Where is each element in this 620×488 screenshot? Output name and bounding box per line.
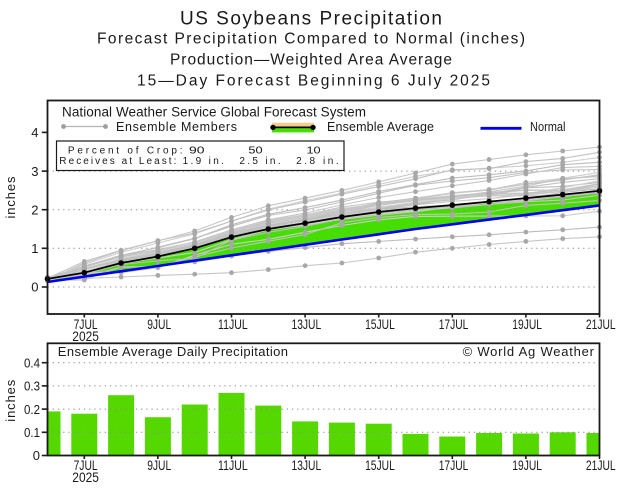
svg-text:21JUL: 21JUL	[586, 458, 616, 473]
svg-text:0: 0	[31, 280, 38, 295]
svg-text:15JUL: 15JUL	[365, 317, 395, 332]
svg-text:17JUL: 17JUL	[439, 317, 469, 332]
svg-text:© World Ag Weather: © World Ag Weather	[463, 344, 595, 359]
svg-text:2.8 in.: 2.8 in.	[296, 156, 339, 167]
svg-text:2.5 in.: 2.5 in.	[239, 156, 280, 167]
svg-text:19JUL: 19JUL	[512, 317, 542, 332]
svg-text:Ensemble Average Daily Precipi: Ensemble Average Daily Precipitation	[58, 344, 288, 359]
svg-text:17JUL: 17JUL	[439, 458, 469, 473]
svg-text:7JUL: 7JUL	[74, 317, 98, 332]
svg-text:7JUL: 7JUL	[74, 458, 98, 473]
svg-text:50: 50	[248, 145, 263, 156]
svg-text:13JUL: 13JUL	[292, 317, 322, 332]
svg-text:inches: inches	[3, 379, 18, 422]
svg-text:10: 10	[307, 145, 322, 156]
svg-text:0: 0	[33, 448, 40, 463]
svg-text:0.2: 0.2	[24, 402, 40, 417]
svg-text:19JUL: 19JUL	[512, 458, 542, 473]
svg-text:Ensemble Average: Ensemble Average	[327, 120, 434, 134]
svg-text:1.9 in.: 1.9 in.	[183, 156, 224, 167]
svg-text:0.4: 0.4	[24, 355, 40, 370]
svg-text:National Weather Service Globa: National Weather Service Global Forecast…	[62, 105, 366, 120]
svg-text:1: 1	[31, 241, 38, 256]
svg-text:Receives at Least:: Receives at Least:	[59, 156, 176, 167]
svg-text:11JUL: 11JUL	[218, 458, 248, 473]
svg-text:inches: inches	[3, 176, 18, 219]
svg-text:9JUL: 9JUL	[147, 317, 171, 332]
svg-text:2: 2	[31, 202, 38, 217]
svg-text:15JUL: 15JUL	[365, 458, 395, 473]
svg-text:3: 3	[31, 164, 38, 179]
svg-text:15—Day Forecast Beginning 6 Ju: 15—Day Forecast Beginning 6 July 2025	[137, 72, 490, 89]
svg-text:90: 90	[189, 145, 205, 156]
svg-text:2025: 2025	[72, 470, 99, 485]
svg-text:Ensemble Members: Ensemble Members	[116, 120, 237, 134]
svg-text:11JUL: 11JUL	[218, 317, 248, 332]
svg-text:Normal: Normal	[530, 120, 566, 134]
svg-text:9JUL: 9JUL	[147, 458, 171, 473]
svg-text:Forecast Precipitation Compare: Forecast Precipitation Compared to Norma…	[97, 31, 525, 48]
svg-text:0.3: 0.3	[24, 379, 40, 394]
svg-text:2025: 2025	[72, 329, 99, 344]
svg-text:Production—Weighted Area Avera: Production—Weighted Area Average	[170, 51, 452, 68]
svg-text:13JUL: 13JUL	[292, 458, 322, 473]
svg-text:21JUL: 21JUL	[586, 317, 616, 332]
svg-text:US Soybeans Precipitation: US Soybeans Precipitation	[180, 9, 442, 30]
svg-text:4: 4	[31, 125, 38, 140]
svg-text:0.1: 0.1	[24, 425, 40, 440]
